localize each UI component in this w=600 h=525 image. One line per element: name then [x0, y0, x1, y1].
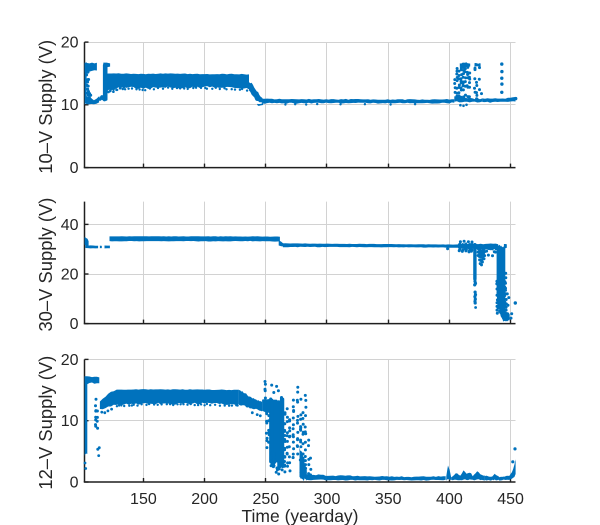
svg-text:150: 150	[130, 491, 157, 508]
svg-text:400: 400	[436, 491, 463, 508]
svg-text:250: 250	[252, 491, 279, 508]
svg-text:20: 20	[61, 352, 79, 369]
svg-text:Time (yearday): Time (yearday)	[241, 506, 358, 525]
svg-text:40: 40	[61, 217, 79, 234]
svg-text:0: 0	[70, 160, 79, 177]
svg-text:450: 450	[497, 491, 524, 508]
svg-text:200: 200	[191, 491, 218, 508]
svg-text:10–V Supply (V): 10–V Supply (V)	[35, 40, 56, 174]
svg-text:300: 300	[314, 491, 341, 508]
svg-text:350: 350	[375, 491, 402, 508]
svg-text:0: 0	[70, 316, 79, 333]
svg-text:20: 20	[61, 35, 79, 52]
svg-text:10: 10	[61, 97, 79, 114]
svg-text:12–V Supply (V): 12–V Supply (V)	[35, 356, 56, 490]
svg-text:10: 10	[61, 413, 79, 430]
svg-text:30–V Supply (V): 30–V Supply (V)	[35, 198, 56, 332]
svg-text:0: 0	[70, 474, 79, 491]
svg-text:20: 20	[61, 266, 79, 283]
